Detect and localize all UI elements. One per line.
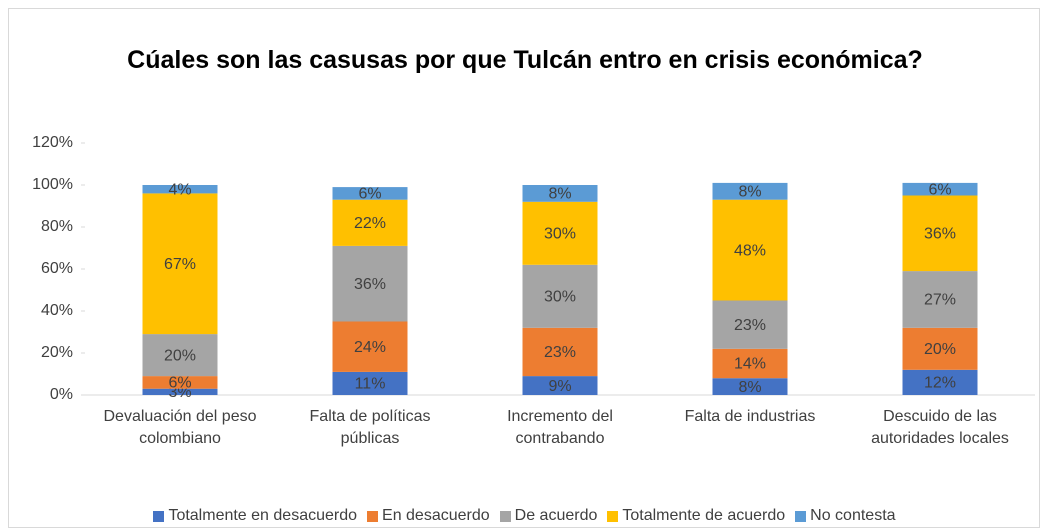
data-label: 20% — [164, 347, 196, 364]
bar-segment — [902, 182, 978, 196]
x-tick-label: Devaluación del peso colombiano — [103, 408, 257, 447]
y-tick-label: 80% — [41, 218, 73, 235]
data-label: 8% — [738, 379, 761, 396]
data-label: 8% — [548, 186, 571, 203]
bar-segment — [712, 300, 788, 349]
data-label: 11% — [355, 376, 386, 393]
y-tick-label: 0% — [50, 386, 73, 403]
data-label: 9% — [548, 378, 571, 395]
legend-swatch — [795, 510, 807, 522]
legend-item: Totalmente de acuerdo — [607, 507, 785, 525]
data-label: 30% — [544, 226, 576, 243]
bar-segment — [712, 348, 788, 379]
legend-label: De acuerdo — [514, 507, 598, 524]
bar-segment — [142, 376, 218, 389]
data-label: 14% — [734, 356, 766, 373]
legend-label: No contesta — [810, 507, 896, 524]
legend-item: Totalmente en desacuerdo — [153, 507, 357, 525]
data-label: 36% — [924, 226, 956, 243]
data-label: 67% — [164, 256, 196, 273]
y-tick-label: 120% — [32, 134, 73, 151]
data-label: 12% — [924, 375, 956, 392]
y-tick-label: 60% — [41, 260, 73, 277]
bar-segment — [522, 376, 598, 395]
bar-segment — [902, 271, 978, 328]
data-label: 6% — [168, 375, 191, 392]
bar-segment — [902, 327, 978, 370]
data-label: 6% — [358, 186, 381, 203]
data-label: 4% — [168, 181, 191, 198]
data-label: 30% — [544, 289, 576, 306]
bar-segment — [332, 371, 408, 395]
bar-segment — [712, 378, 788, 395]
data-label: 22% — [354, 215, 386, 232]
bar-segment — [522, 264, 598, 328]
data-label: 20% — [924, 341, 956, 358]
legend-item: No contesta — [795, 507, 896, 525]
legend-label: Totalmente de acuerdo — [622, 507, 786, 524]
data-label: 27% — [924, 292, 956, 309]
x-tick-label: Incremento del contrabando — [507, 408, 613, 447]
chart-frame — [8, 8, 1040, 528]
legend-label: En desacuerdo — [382, 507, 490, 524]
bar-segment — [902, 369, 978, 395]
bar-segment — [522, 327, 598, 377]
bar-segment — [902, 195, 978, 272]
x-tick-label: Falta de industrias — [684, 408, 816, 425]
legend-swatch — [607, 510, 619, 522]
legend-swatch — [499, 510, 511, 522]
legend-swatch — [153, 510, 165, 522]
legend-swatch — [367, 510, 379, 522]
legend-item: De acuerdo — [499, 507, 598, 525]
y-tick-label: 100% — [32, 176, 73, 193]
y-tick-label: 20% — [41, 344, 73, 361]
data-label: 8% — [738, 184, 761, 201]
data-label: 24% — [354, 339, 386, 356]
data-label: 23% — [544, 344, 576, 361]
data-label: 6% — [928, 181, 951, 198]
legend: Totalmente en desacuerdo En desacuerdo De … — [0, 507, 1049, 525]
legend-label: Totalmente en desacuerdo — [168, 507, 358, 524]
data-label: 23% — [734, 317, 766, 334]
bar-segment — [522, 185, 598, 202]
bar-segment — [712, 199, 788, 301]
bar-segment — [332, 199, 408, 246]
bar-segment — [332, 187, 408, 200]
y-tick-label: 40% — [41, 302, 73, 319]
data-label: 36% — [354, 276, 386, 293]
bar-segment — [142, 193, 218, 335]
data-label: 48% — [734, 242, 766, 259]
x-tick-label: Falta de políticas públicas — [309, 408, 431, 447]
legend-item: En desacuerdo — [367, 507, 490, 525]
bar-segment — [332, 245, 408, 322]
bar-segment — [522, 201, 598, 265]
bar-segment — [142, 185, 218, 194]
x-tick-label: Descuido de las autoridades locales — [871, 408, 1009, 447]
bar-segment — [142, 334, 218, 377]
chart-title: Cúales son las casusas por que Tulcán en… — [127, 46, 923, 74]
bar-segment — [332, 321, 408, 372]
bar-segment — [142, 388, 218, 395]
bar-segment — [712, 182, 788, 200]
